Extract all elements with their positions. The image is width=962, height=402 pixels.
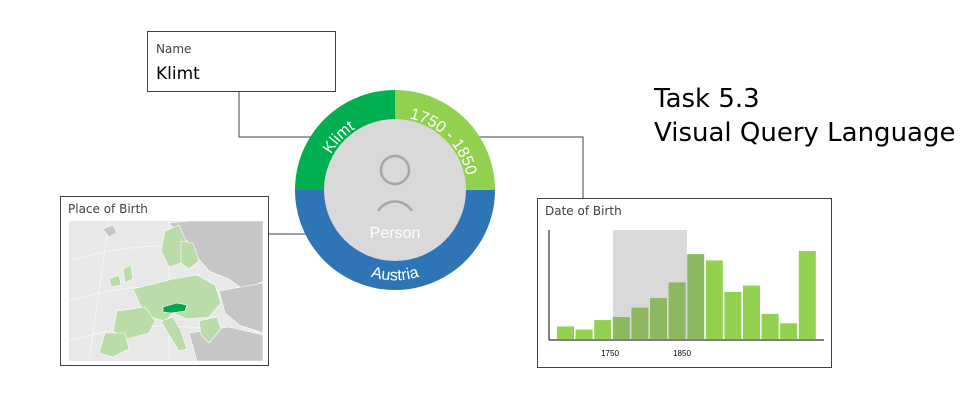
person-node[interactable] <box>324 119 466 261</box>
connector-name <box>238 92 320 138</box>
histogram-bar-2[interactable] <box>575 329 593 339</box>
date-of-birth-label: Date of Birth <box>545 204 622 218</box>
task-title-line-1: Task 5.3 <box>654 84 760 114</box>
place-of-birth-filter-box[interactable]: Place of Birth <box>60 196 269 366</box>
histogram-bar-6[interactable] <box>650 298 667 339</box>
histogram-bar-5[interactable] <box>631 307 649 339</box>
name-filter-box[interactable]: Name Klimt <box>147 31 336 92</box>
histogram-bar-7[interactable] <box>668 282 686 339</box>
tick-label-1850: 1850 <box>673 349 691 358</box>
date-of-birth-histogram[interactable]: 1750 1850 <box>538 199 831 367</box>
place-of-birth-label: Place of Birth <box>68 202 148 216</box>
name-filter-label: Name <box>156 42 192 56</box>
austria-region[interactable] <box>162 302 188 314</box>
histogram-bar-1[interactable] <box>557 326 574 339</box>
histogram-bar-8[interactable] <box>687 254 705 339</box>
segment-place-label: Austria <box>370 264 421 284</box>
task-title: Task 5.3 Visual Query Language <box>654 82 955 150</box>
tick-label-1750: 1750 <box>601 349 619 358</box>
histogram-bar-12[interactable] <box>761 313 779 339</box>
person-hub[interactable]: Person Klimt 1750 - 1850 Austria <box>294 89 496 291</box>
person-label: Person <box>370 225 421 242</box>
histogram-bar-3[interactable] <box>594 320 612 339</box>
date-of-birth-filter-box[interactable]: Date of Birth 1750 1850 <box>537 198 832 368</box>
histogram-bar-14[interactable] <box>798 251 816 339</box>
person-icon <box>376 154 414 212</box>
histogram-bar-9[interactable] <box>705 260 723 339</box>
histogram-bar-4[interactable] <box>612 317 630 339</box>
connector-date <box>478 136 584 198</box>
histogram-bar-10[interactable] <box>724 291 742 339</box>
histogram-bar-13[interactable] <box>780 323 798 339</box>
svg-text:Austria: Austria <box>370 264 421 284</box>
task-title-line-2: Visual Query Language <box>654 118 956 148</box>
name-filter-value[interactable]: Klimt <box>156 64 200 84</box>
histogram-bar-11[interactable] <box>743 285 760 339</box>
europe-map[interactable] <box>69 221 263 361</box>
